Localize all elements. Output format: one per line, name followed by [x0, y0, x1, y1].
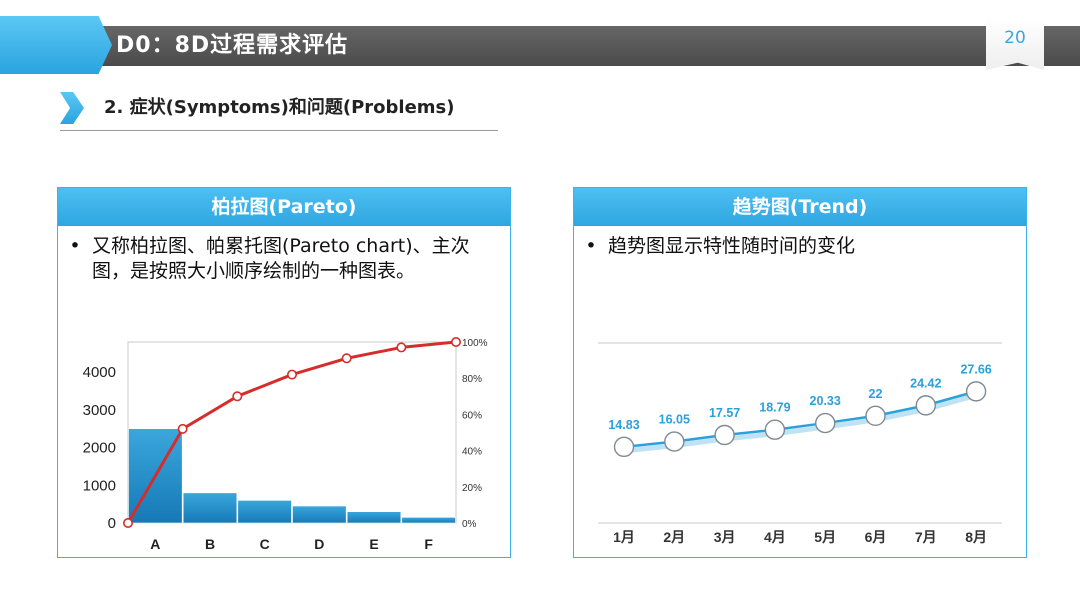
trend-x-label: 8月	[965, 529, 987, 545]
header-accent-chevron	[0, 16, 112, 74]
trend-value-label: 22	[869, 387, 883, 401]
x-tick-label: F	[424, 536, 433, 552]
bullet-point: •	[585, 235, 597, 257]
trend-value-label: 17.57	[709, 406, 740, 420]
page-number: 20	[1004, 28, 1026, 48]
trend-point	[613, 436, 635, 458]
bar-D	[292, 505, 347, 524]
trend-x-label: 6月	[865, 529, 887, 545]
cumulative-point	[177, 423, 188, 434]
header-bar	[0, 26, 1080, 66]
cumulative-point	[123, 518, 134, 529]
trend-point	[664, 431, 685, 452]
y2-tick-label: 0%	[462, 519, 477, 530]
page-title: D0：8D过程需求评估	[116, 33, 349, 58]
trend-x-label: 1月	[613, 529, 635, 545]
trend-x-label: 2月	[663, 529, 685, 545]
cumulative-point	[341, 353, 352, 364]
y2-tick-label: 40%	[462, 447, 482, 458]
y2-tick-label: 60%	[462, 410, 482, 421]
trend-point	[764, 419, 786, 440]
trend-panel: 趋势图(Trend) • 趋势图显示特性随时间的变化 14.83 1月 16.05 2…	[573, 187, 1027, 558]
trend-point	[965, 381, 987, 402]
trend-point	[915, 395, 936, 416]
y-tick-label: 0	[108, 515, 116, 532]
trend-value-label: 20.33	[810, 394, 841, 408]
cumulative-point	[232, 391, 243, 402]
x-tick-label: E	[369, 536, 378, 552]
trend-panel-title: 趋势图(Trend)	[574, 188, 1026, 226]
trend-chart: 14.83 1月 16.05 2月 17.57 3月 18.79 4月 20.33 5月 22 6月 2…	[598, 342, 1002, 545]
trend-value-label: 14.83	[608, 418, 639, 432]
y-tick-label: 1000	[83, 477, 116, 494]
trend-value-label: 16.05	[659, 413, 690, 427]
x-tick-label: A	[150, 536, 160, 552]
bar-F	[401, 517, 456, 524]
trend-description: • 趋势图显示特性随时间的变化	[582, 234, 1020, 259]
trend-description-text: 趋势图显示特性随时间的变化	[608, 235, 856, 257]
trend-x-label: 7月	[915, 529, 937, 545]
pareto-description-text: 又称柏拉图、帕累托图(Pareto chart)、主次图，是按照大小顺序绘制的一…	[92, 235, 470, 282]
x-tick-label: C	[260, 536, 270, 552]
y-tick-label: 2000	[83, 440, 116, 457]
pareto-description: • 又称柏拉图、帕累托图(Pareto chart)、主次图，是按照大小顺序绘制…	[66, 234, 504, 284]
pareto-chart: 0 1000 2000 3000 4000 0% 20% 40% 60% 80% 100% A B C D E…	[83, 337, 488, 552]
page-number-tab	[986, 18, 1044, 70]
trend-value-label: 18.79	[759, 401, 790, 415]
trend-value-label: 27.66	[960, 362, 991, 376]
x-tick-label: B	[205, 536, 215, 552]
trend-x-label: 4月	[764, 529, 786, 545]
trend-point	[814, 412, 836, 434]
bar-C	[237, 500, 292, 524]
trend-value-label: 24.42	[910, 376, 941, 390]
y-tick-label: 4000	[83, 364, 116, 381]
trend-point	[865, 405, 886, 427]
pareto-panel-title: 柏拉图(Pareto)	[58, 188, 510, 226]
cumulative-point	[450, 337, 461, 347]
bar-B	[182, 492, 238, 524]
section-subtitle: 2. 症状(Symptoms)和问题(Problems)	[104, 97, 455, 118]
subtitle-divider	[60, 130, 498, 131]
cumulative-point	[287, 369, 298, 380]
y-tick-label: 3000	[83, 402, 116, 419]
trend-x-label: 3月	[714, 529, 736, 545]
bar-E	[346, 511, 402, 524]
y2-tick-label: 80%	[462, 374, 482, 385]
trend-point	[714, 424, 735, 446]
trend-x-label: 5月	[814, 529, 836, 545]
pareto-panel: 柏拉图(Pareto) • 又称柏拉图、帕累托图(Pareto chart)、主…	[57, 187, 511, 558]
bullet-point: •	[69, 235, 81, 257]
y2-tick-label: 20%	[462, 483, 482, 494]
chevron-right-icon	[60, 92, 84, 124]
y2-tick-label: 100%	[462, 338, 488, 349]
cumulative-point	[396, 342, 407, 353]
x-tick-label: D	[314, 536, 324, 552]
